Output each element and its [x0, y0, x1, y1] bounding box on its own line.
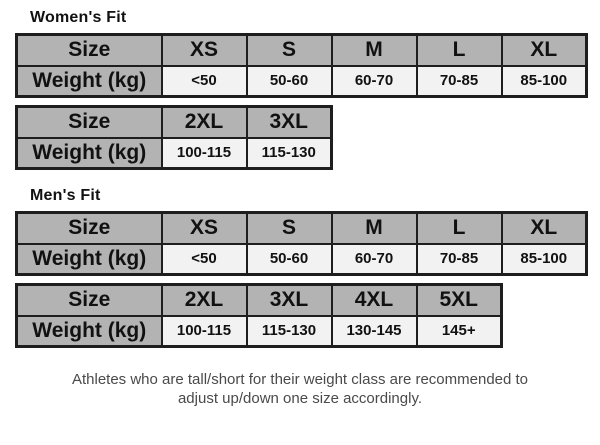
- size-cell: S: [245, 211, 333, 245]
- size-cell: M: [330, 211, 418, 245]
- weight-cell: 145+: [415, 314, 503, 348]
- weight-cell: <50: [160, 242, 248, 276]
- weight-cell: 130-145: [330, 314, 418, 348]
- footer-note-line1: Athletes who are tall/short for their we…: [71, 371, 529, 388]
- size-header-cell: Size: [15, 211, 163, 245]
- weight-cell: 60-70: [330, 242, 418, 276]
- size-cell: XL: [500, 211, 588, 245]
- weight-cell: 50-60: [245, 242, 333, 276]
- mens-fit-title: Men's Fit: [30, 187, 101, 204]
- size-cell: 2XL: [160, 283, 248, 317]
- table-row: Size 2XL 3XL: [15, 105, 333, 139]
- weight-cell: 115-130: [245, 314, 333, 348]
- size-cell: XL: [500, 33, 588, 67]
- size-cell: L: [415, 33, 503, 67]
- weight-cell: 70-85: [415, 242, 503, 276]
- footer-note-line2: adjust up/down one size accordingly.: [177, 389, 423, 407]
- size-cell: 4XL: [330, 283, 418, 317]
- size-cell: 2XL: [160, 105, 248, 139]
- womens-fit-main-table: Size XS S M L XL Weight (kg) <50 50-60 6…: [15, 33, 588, 98]
- weight-header-cell: Weight (kg): [15, 314, 163, 348]
- weight-cell: 100-115: [160, 136, 248, 170]
- weight-cell: 70-85: [415, 64, 503, 98]
- table-row: Weight (kg) 100-115 115-130: [15, 136, 333, 170]
- table-row: Size 2XL 3XL 4XL 5XL: [15, 283, 503, 317]
- table-row: Weight (kg) <50 50-60 60-70 70-85 85-100: [15, 242, 588, 276]
- weight-header-cell: Weight (kg): [15, 64, 163, 98]
- womens-fit-extended-table: Size 2XL 3XL Weight (kg) 100-115 115-130: [15, 105, 333, 170]
- mens-fit-main-table: Size XS S M L XL Weight (kg) <50 50-60 6…: [15, 211, 588, 276]
- size-cell: 3XL: [245, 283, 333, 317]
- size-cell: XS: [160, 33, 248, 67]
- weight-cell: 100-115: [160, 314, 248, 348]
- size-cell: S: [245, 33, 333, 67]
- size-header-cell: Size: [15, 283, 163, 317]
- weight-cell: 85-100: [500, 242, 588, 276]
- mens-fit-extended-table: Size 2XL 3XL 4XL 5XL Weight (kg) 100-115…: [15, 283, 503, 348]
- size-cell: L: [415, 211, 503, 245]
- weight-cell: 60-70: [330, 64, 418, 98]
- weight-cell: 85-100: [500, 64, 588, 98]
- weight-cell: <50: [160, 64, 248, 98]
- footer-note: Athletes who are tall/short for their we…: [0, 371, 600, 409]
- table-row: Size XS S M L XL: [15, 211, 588, 245]
- table-row: Weight (kg) <50 50-60 60-70 70-85 85-100: [15, 64, 588, 98]
- size-cell: M: [330, 33, 418, 67]
- weight-header-cell: Weight (kg): [15, 136, 163, 170]
- weight-header-cell: Weight (kg): [15, 242, 163, 276]
- weight-cell: 50-60: [245, 64, 333, 98]
- size-header-cell: Size: [15, 105, 163, 139]
- weight-cell: 115-130: [245, 136, 333, 170]
- size-header-cell: Size: [15, 33, 163, 67]
- table-row: Size XS S M L XL: [15, 33, 588, 67]
- womens-fit-title: Women's Fit: [30, 9, 127, 26]
- table-row: Weight (kg) 100-115 115-130 130-145 145+: [15, 314, 503, 348]
- size-cell: 3XL: [245, 105, 333, 139]
- size-cell: XS: [160, 211, 248, 245]
- size-cell: 5XL: [415, 283, 503, 317]
